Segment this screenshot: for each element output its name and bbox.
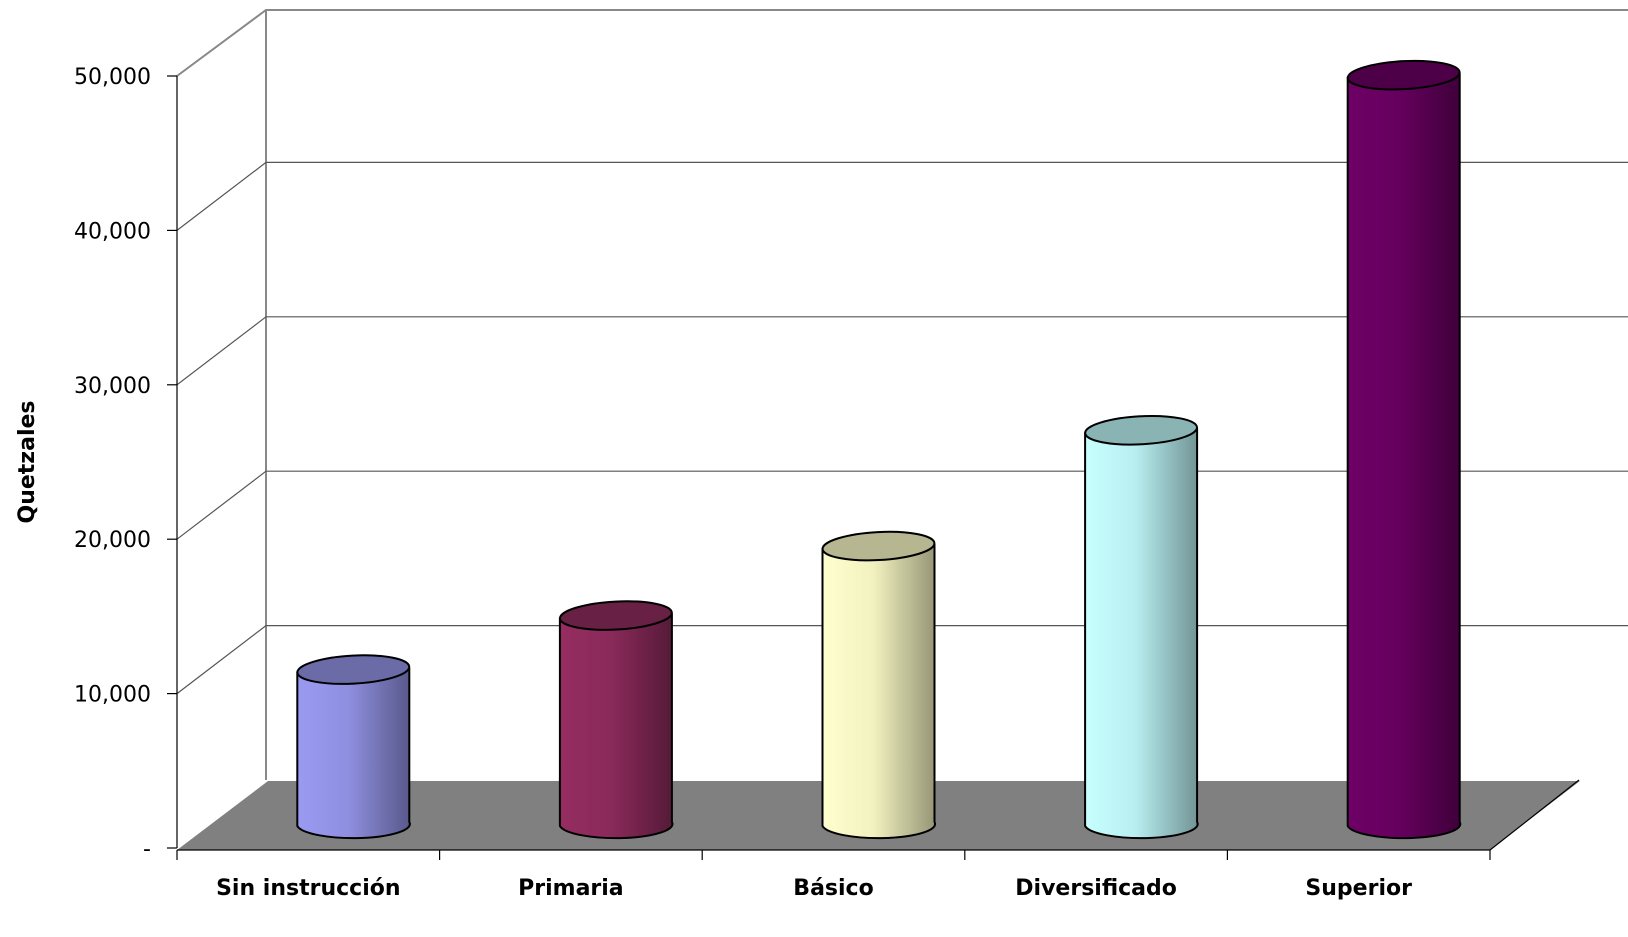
y-tick-label: 20,000 bbox=[74, 528, 151, 553]
bar-body bbox=[296, 667, 411, 840]
x-tick-label: Superior bbox=[1305, 876, 1412, 901]
bar-top bbox=[296, 654, 411, 685]
y-tick-label: - bbox=[143, 837, 151, 862]
bars bbox=[296, 59, 1462, 840]
gridline bbox=[176, 316, 1628, 386]
axes bbox=[176, 76, 1580, 860]
bar-body bbox=[558, 613, 674, 840]
bar-top bbox=[1346, 59, 1461, 91]
bar-4 bbox=[1346, 59, 1462, 840]
x-axis-depth-line bbox=[1489, 779, 1580, 851]
y-axis-title: Quetzales bbox=[15, 400, 40, 523]
y-ticks: - 10,000 20,000 30,000 40,000 50,000 bbox=[74, 65, 177, 862]
bar-body bbox=[821, 544, 937, 840]
bar-top bbox=[558, 600, 673, 631]
y-tick-label: 10,000 bbox=[74, 683, 151, 708]
x-labels: Sin instrucción Primaria Básico Diversifica… bbox=[216, 876, 1412, 901]
y-tick-label: 50,000 bbox=[74, 65, 151, 90]
y-tick-label: 30,000 bbox=[74, 374, 151, 399]
y-tick-label: 40,000 bbox=[74, 219, 151, 244]
bar-0 bbox=[296, 654, 411, 840]
bar-top bbox=[821, 530, 936, 562]
bar-body bbox=[1084, 428, 1199, 840]
bar-1 bbox=[558, 600, 674, 840]
x-tick-label: Sin instrucción bbox=[216, 876, 400, 901]
x-tick-label: Básico bbox=[793, 876, 873, 901]
bar-body bbox=[1346, 73, 1462, 840]
bar-top bbox=[1084, 414, 1199, 446]
chart-walls bbox=[176, 9, 1628, 780]
x-tick-label: Diversificado bbox=[1015, 876, 1177, 901]
x-tick-label: Primaria bbox=[518, 876, 624, 901]
gridline bbox=[176, 161, 1628, 231]
bar-3 bbox=[1084, 414, 1199, 840]
bar-2 bbox=[821, 530, 937, 840]
